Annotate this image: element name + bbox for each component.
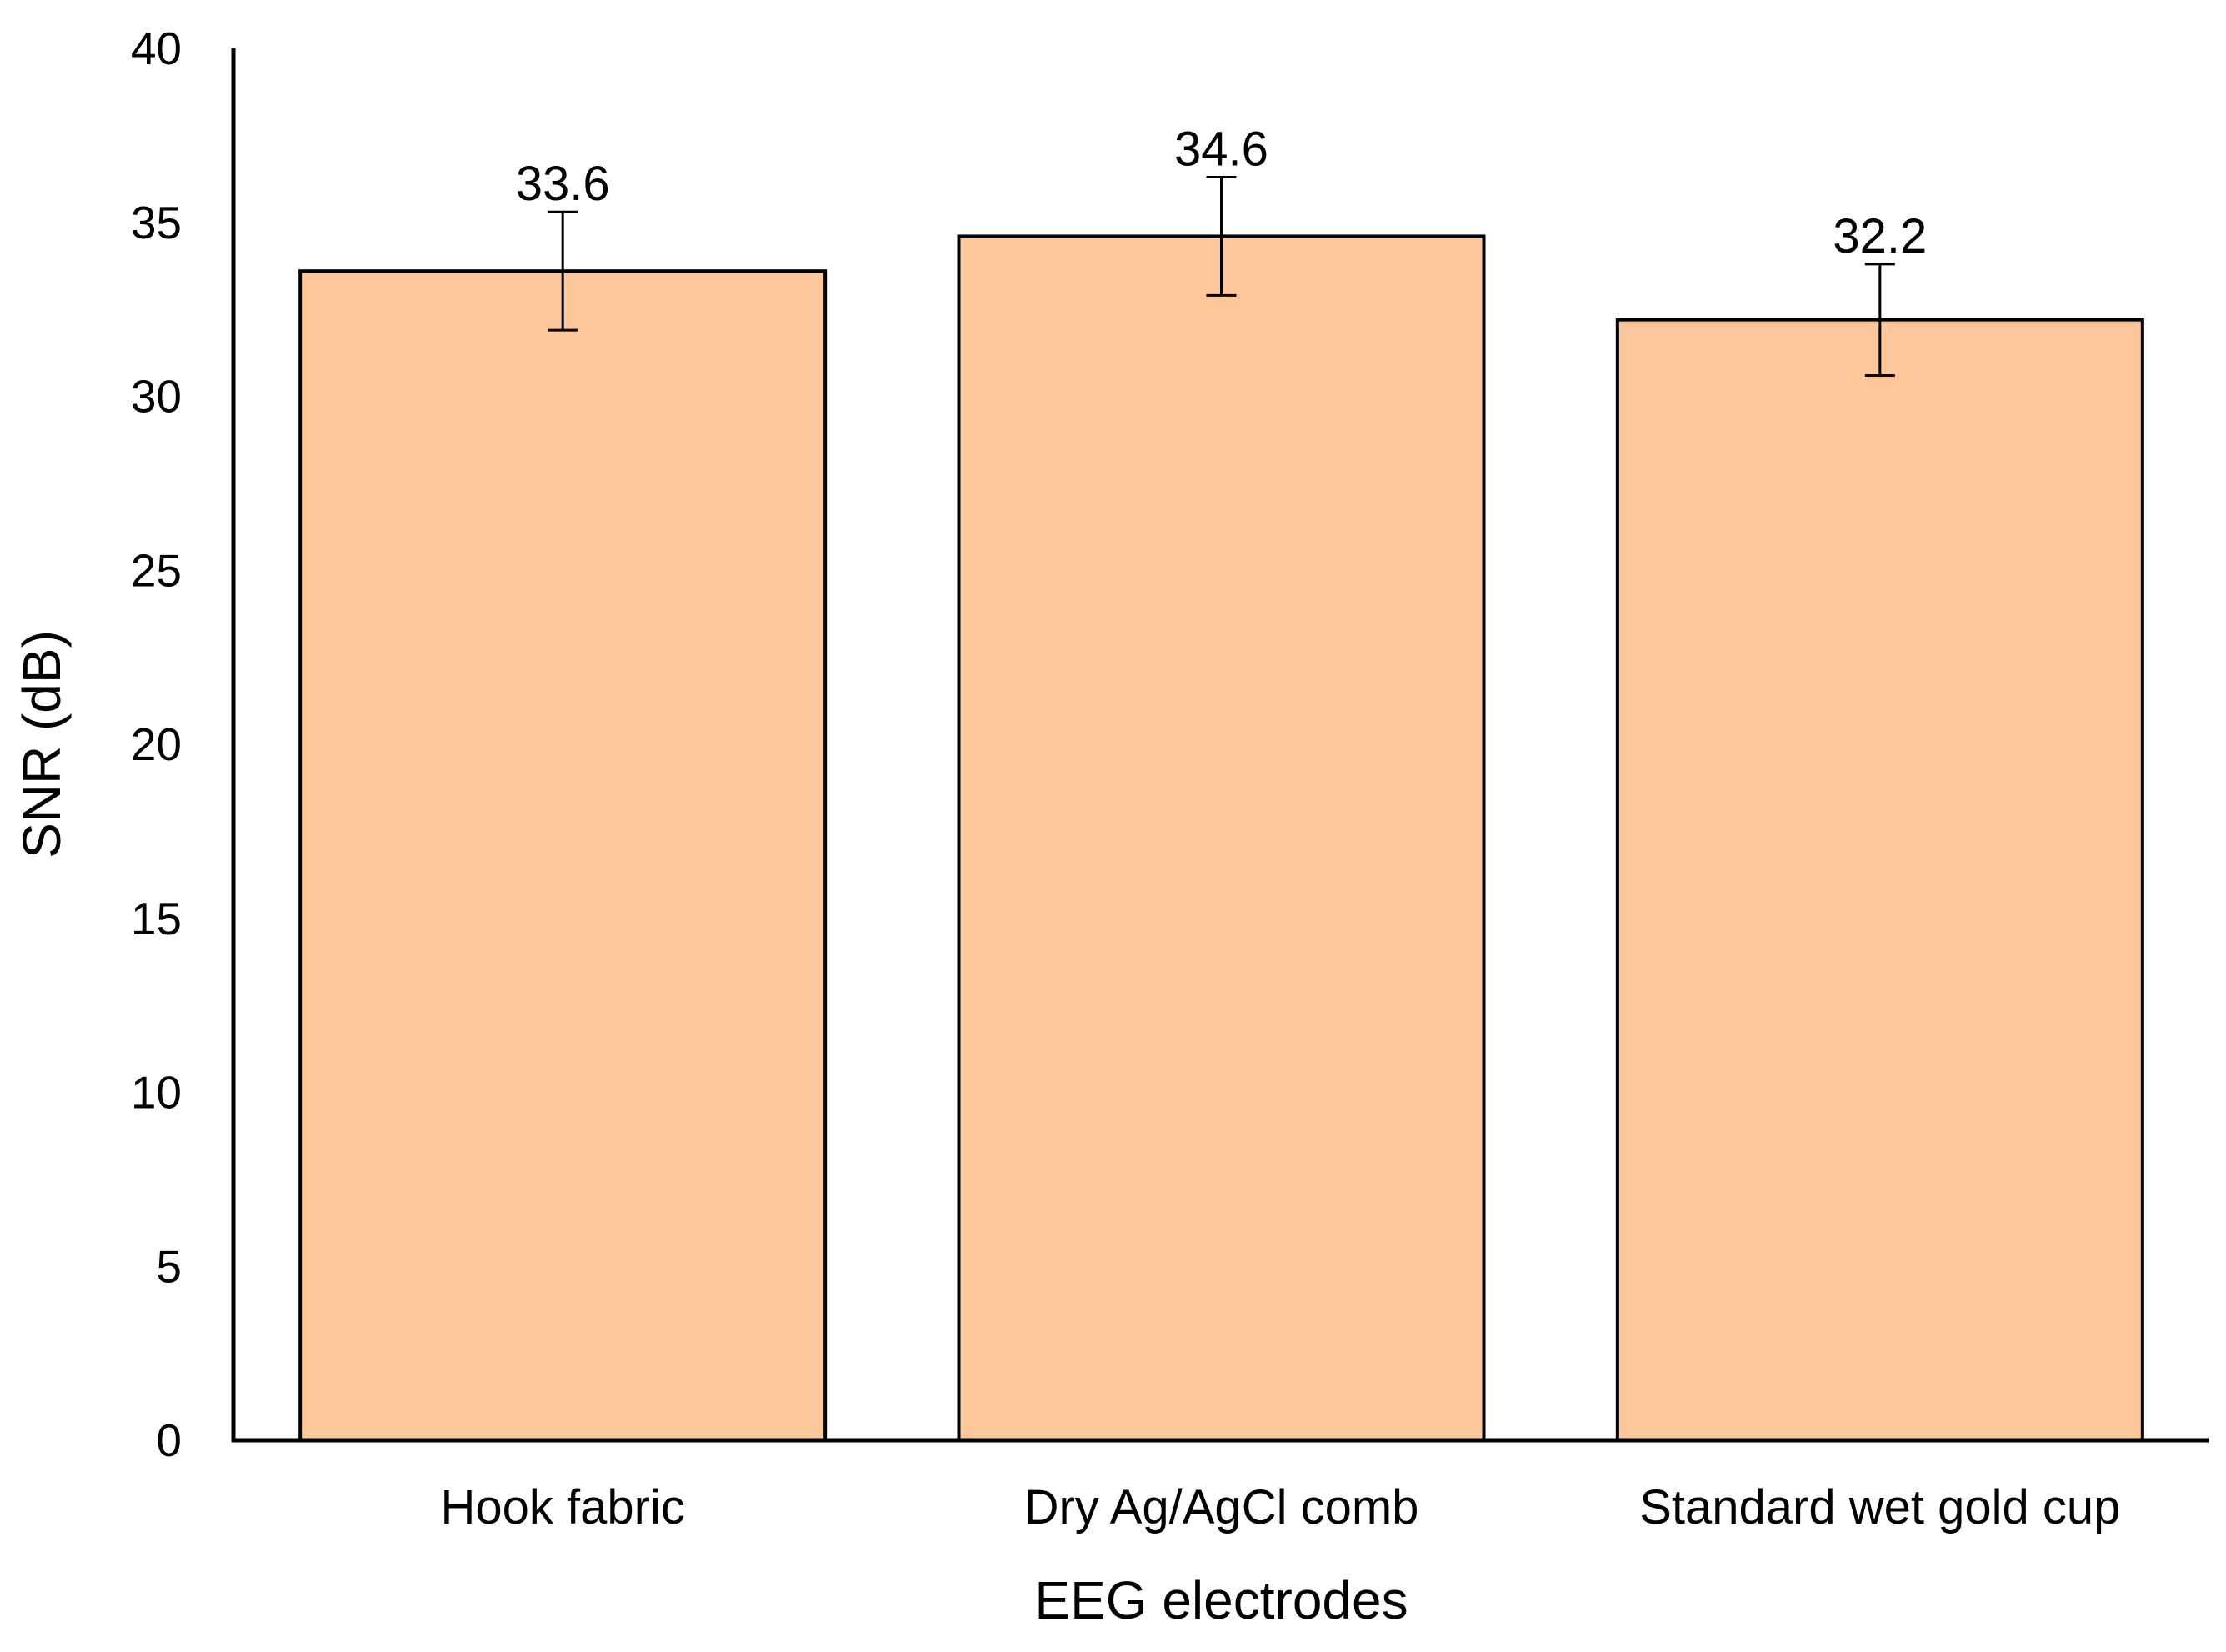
y-tick-label: 0 <box>156 1414 182 1466</box>
bar <box>1615 318 2144 1442</box>
x-axis-title: EEG electrodes <box>1034 1570 1408 1630</box>
data-label: 32.2 <box>1833 209 1927 263</box>
error-bar <box>1206 175 1237 297</box>
data-label: 33.6 <box>516 157 610 211</box>
y-tick-label: 20 <box>131 718 182 770</box>
y-tick-label: 30 <box>131 371 182 423</box>
data-label: 34.6 <box>1174 122 1268 176</box>
y-axis-title: SNR (dB) <box>12 630 72 859</box>
error-bar <box>1864 263 1895 377</box>
error-bar <box>548 210 578 332</box>
y-tick-label: 15 <box>131 893 182 944</box>
x-category-label: Standard wet gold cup <box>1639 1480 2120 1534</box>
data-labels: 33.6 34.6 32.2 <box>516 122 1928 263</box>
y-tick-label: 40 <box>131 23 182 74</box>
y-tick-label: 10 <box>131 1067 182 1119</box>
x-category-label: Dry Ag/AgCl comb <box>1024 1480 1419 1534</box>
x-axis-categories: Hook fabric Dry Ag/AgCl comb Standard wet … <box>440 1480 2120 1534</box>
error-bars <box>548 175 1895 377</box>
y-tick-label: 25 <box>131 544 182 596</box>
y-tick-label: 35 <box>131 197 182 248</box>
x-category-label: Hook fabric <box>440 1480 684 1534</box>
y-axis-ticks: 0 5 10 15 20 25 30 35 40 <box>131 23 182 1466</box>
y-tick-label: 5 <box>156 1240 182 1292</box>
bars <box>298 234 2144 1443</box>
bar <box>957 234 1486 1443</box>
bar <box>298 269 828 1443</box>
